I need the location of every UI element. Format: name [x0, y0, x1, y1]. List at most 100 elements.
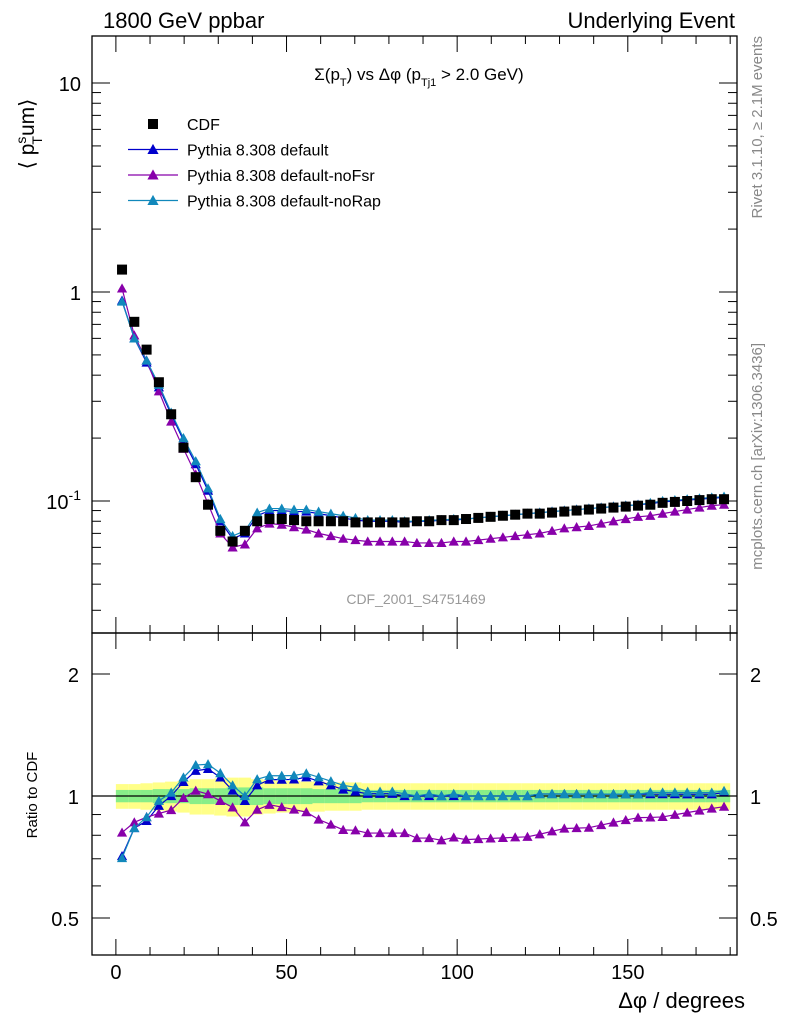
ratio-point [424, 832, 435, 843]
ratio-point [227, 785, 238, 795]
data-point [288, 504, 300, 514]
ratio-point [276, 801, 287, 812]
ratio-point [288, 804, 300, 814]
legend-entry: Pythia 8.308 default-noFsr [128, 168, 375, 185]
ratio-point [178, 792, 189, 803]
data-point [178, 442, 189, 453]
ratio-point [264, 770, 275, 780]
ratio-point [706, 803, 717, 813]
ratio-point [252, 804, 263, 814]
data-point [387, 536, 398, 546]
data-point [276, 514, 287, 525]
ratio-point [632, 789, 644, 799]
data-point [583, 520, 594, 530]
data-point [374, 536, 386, 546]
ratio-y-axis-label: Ratio to CDF [24, 752, 41, 839]
data-point [411, 537, 422, 548]
ratio-point [583, 788, 594, 799]
data-point [473, 535, 484, 545]
ratio-point [362, 786, 373, 796]
ratio-point [252, 774, 263, 784]
data-point [596, 503, 607, 514]
data-point [424, 516, 435, 527]
y-axis-label: ⟨ psTum⟩ [13, 99, 45, 170]
ratio-point [473, 790, 484, 801]
data-point [522, 529, 533, 539]
ratio-point [497, 832, 508, 842]
data-point [399, 536, 410, 546]
data-point [657, 497, 668, 508]
data-point [116, 296, 128, 306]
data-point [645, 499, 656, 510]
ratio-point [448, 832, 459, 842]
x-axis-label: Δφ / degrees [618, 988, 745, 1013]
header-left: 1800 GeV ppbar [103, 8, 264, 33]
ratio-point [596, 819, 607, 830]
ratio-point [227, 802, 238, 812]
data-point [719, 494, 730, 505]
ratio-point [546, 826, 558, 836]
ratio-point [694, 805, 705, 815]
data-point [289, 515, 300, 526]
ratio-point [276, 770, 287, 780]
ratio-point [387, 827, 398, 838]
ratio-point [460, 834, 472, 844]
ratio-point [632, 812, 644, 822]
data-point [694, 502, 705, 512]
data-point [153, 377, 164, 388]
data-point [706, 494, 717, 505]
ratio-point [202, 789, 214, 799]
ratio-frame [91, 632, 738, 956]
data-point [596, 518, 607, 528]
data-point [682, 504, 693, 514]
data-point [301, 504, 312, 514]
ratio-point [645, 812, 656, 822]
ratio-point [534, 788, 545, 799]
ratio-point [571, 788, 582, 799]
ratio-point [215, 768, 226, 778]
data-point [362, 536, 373, 546]
data-point [620, 501, 631, 512]
ratio-point [338, 780, 349, 790]
y-tick-label: 1 [70, 283, 81, 305]
analysis-label: CDF_2001_S4751469 [346, 591, 486, 607]
data-point [436, 537, 447, 548]
data-point [325, 516, 336, 527]
ratio-point [436, 790, 447, 801]
ratio-point [116, 852, 128, 863]
data-point [460, 536, 472, 546]
data-point [608, 502, 619, 513]
ratio-point [522, 790, 533, 801]
ratio-point [706, 787, 717, 797]
data-point [166, 409, 177, 420]
series-pythia-8-308-default-nofsr [116, 283, 730, 552]
data-point [264, 503, 275, 513]
ratio-point [399, 827, 410, 838]
ratio-point [546, 788, 558, 799]
ratio-point [190, 785, 201, 795]
data-point [534, 508, 545, 519]
ratio-point [718, 785, 730, 795]
ratio-point [583, 822, 594, 832]
ratio-point [227, 780, 238, 790]
data-point [608, 516, 619, 526]
ratio-point [252, 780, 263, 790]
ratio-pythia-8-308-default-nofsr [116, 785, 730, 845]
x-tick-label: 50 [275, 962, 297, 984]
legend-label: Pythia 8.308 default-noRap [187, 194, 381, 211]
data-point [313, 516, 324, 527]
ratio-point [264, 799, 275, 809]
ratio-point [645, 787, 656, 797]
ratio-point [460, 790, 472, 801]
data-point [669, 496, 680, 507]
ratio-point [485, 833, 496, 843]
ratio-point [166, 804, 177, 815]
data-point [448, 536, 459, 546]
data-point [571, 522, 582, 532]
ratio-point [669, 809, 680, 819]
ratio-series-layer [116, 759, 730, 863]
data-point [424, 537, 435, 548]
legend-marker [147, 169, 159, 180]
data-point [448, 515, 459, 526]
ratio-point [682, 787, 693, 797]
